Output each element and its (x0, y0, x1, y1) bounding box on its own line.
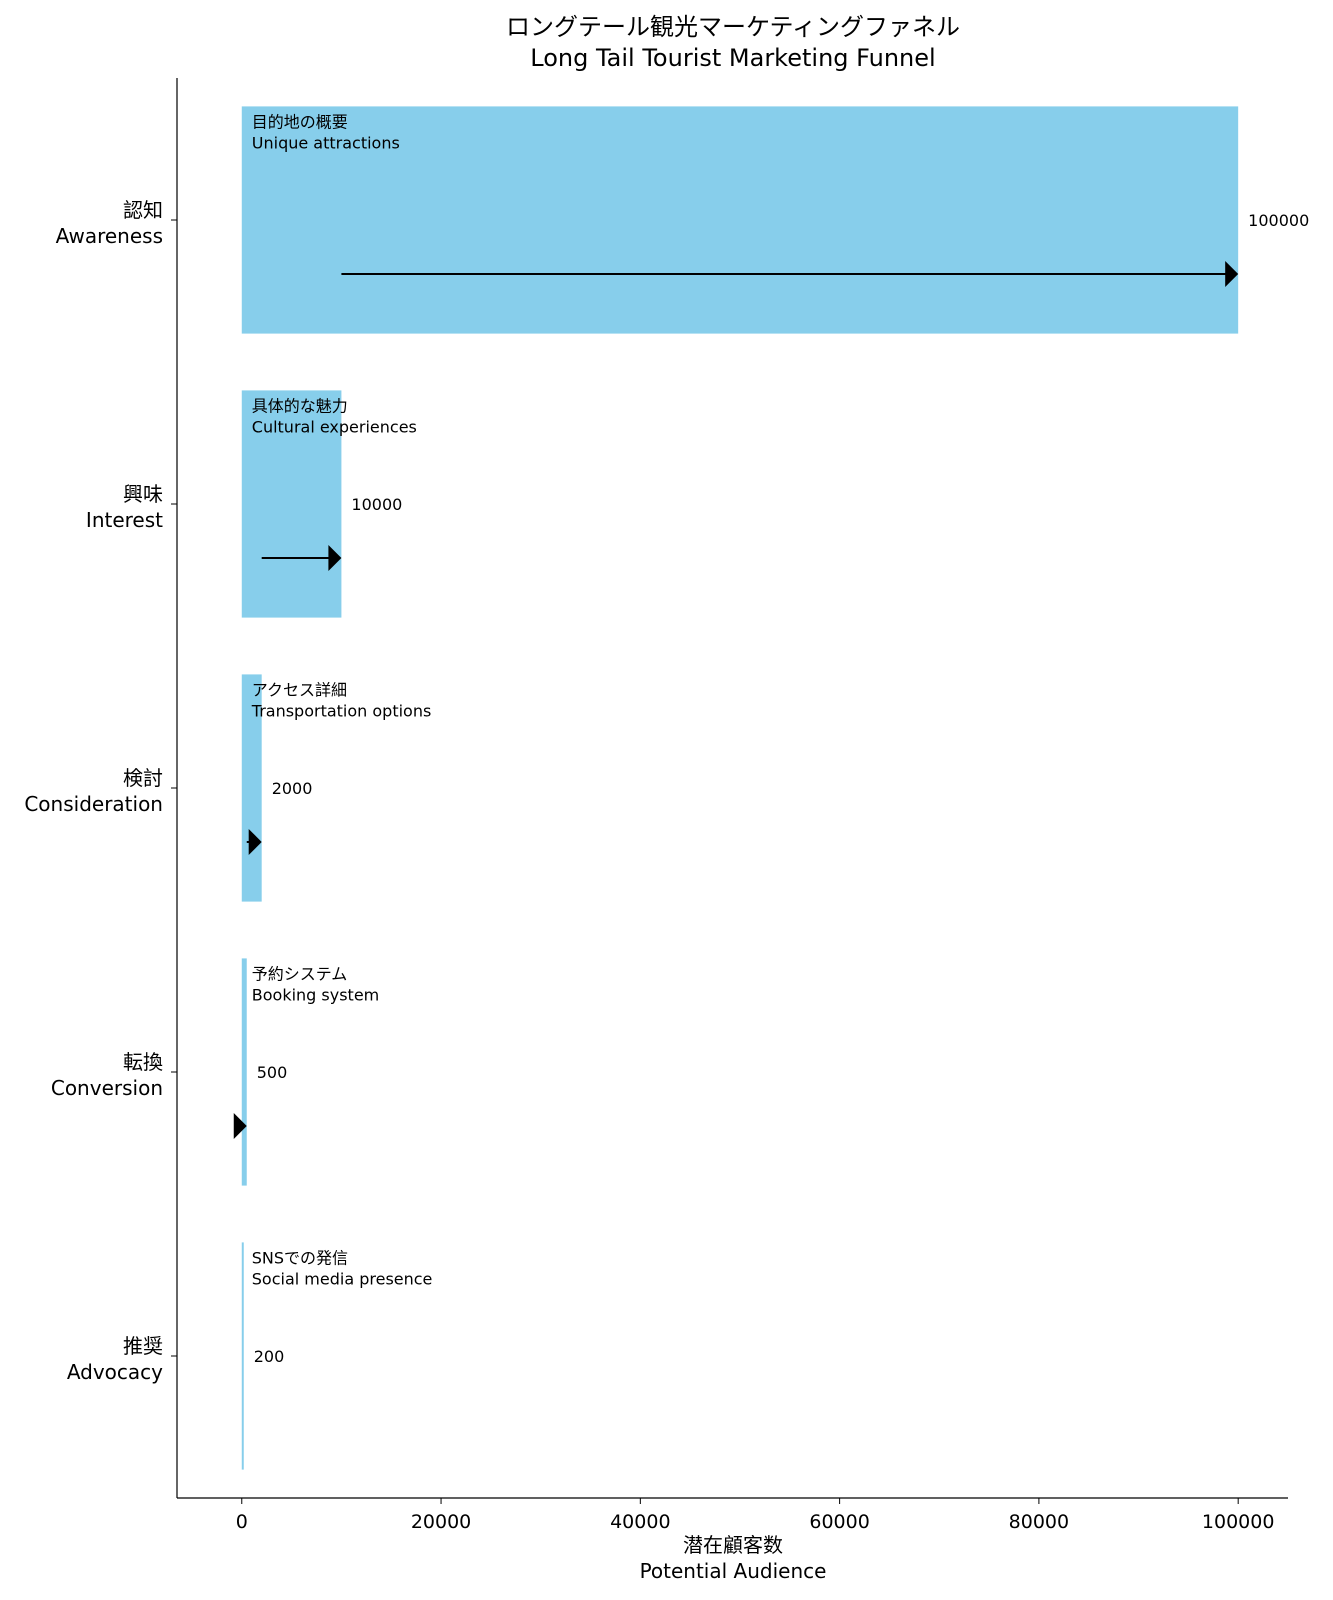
y-tick-label-en-2: Interest (86, 508, 163, 532)
bar-annotation-en-5: Social media presence (252, 1269, 433, 1288)
value-label-5: 200 (254, 1347, 285, 1366)
value-label-3: 2000 (272, 779, 313, 798)
y-tick-label-jp-5: 推奨 (123, 1334, 163, 1358)
bar-annotation-jp-3: アクセス詳細 (252, 680, 347, 699)
bar-annotation-jp-4: 予約システム (252, 964, 348, 983)
x-tick-label-2: 20000 (411, 1511, 471, 1533)
bar-annotation-en-4: Booking system (252, 985, 380, 1004)
value-label-4: 500 (257, 1063, 288, 1082)
bar-annotation-en-2: Cultural experiences (252, 417, 417, 436)
bar-annotation-jp-5: SNSでの発信 (252, 1248, 348, 1267)
funnel-bar-5 (241, 1242, 244, 1470)
x-axis-label-en: Potential Audience (640, 1559, 827, 1583)
flow-arrowhead-2 (328, 545, 342, 571)
flow-arrowhead-1 (1225, 261, 1239, 287)
y-tick-label-en-5: Advocacy (67, 1360, 163, 1384)
y-tick-label-en-3: Consideration (24, 792, 163, 816)
y-tick-label-en-1: Awareness (56, 224, 163, 248)
funnel-bar-4 (241, 958, 247, 1186)
y-tick-label-jp-2: 興味 (123, 482, 163, 506)
bar-annotation-jp-1: 目的地の概要 (252, 112, 348, 131)
x-tick-label-1: 0 (236, 1511, 248, 1533)
y-tick-label-jp-3: 検討 (123, 766, 163, 790)
flow-arrowhead-4 (233, 1113, 247, 1139)
x-tick-label-4: 60000 (809, 1511, 869, 1533)
bar-annotation-jp-2: 具体的な魅力 (252, 396, 348, 415)
x-tick-label-3: 40000 (610, 1511, 670, 1533)
x-tick-label-5: 80000 (1009, 1511, 1069, 1533)
chart-title-en: Long Tail Tourist Marketing Funnel (530, 44, 935, 72)
value-label-2: 10000 (351, 495, 402, 514)
funnel-bar-1 (241, 106, 1239, 334)
y-tick-label-jp-1: 認知 (123, 198, 163, 222)
bar-annotation-en-1: Unique attractions (252, 133, 400, 152)
chart-title-jp: ロングテール観光マーケティングファネル (506, 13, 960, 41)
y-tick-label-jp-4: 転換 (123, 1050, 163, 1074)
bar-annotation-en-3: Transportation options (251, 701, 432, 720)
y-tick-label-en-4: Conversion (51, 1076, 163, 1100)
x-axis-label-jp: 潜在顧客数 (683, 1533, 783, 1557)
funnel-bar-2 (241, 390, 342, 618)
value-label-1: 100000 (1248, 211, 1309, 230)
x-tick-label-6: 100000 (1202, 1511, 1275, 1533)
flow-arrowhead-3 (248, 829, 262, 855)
